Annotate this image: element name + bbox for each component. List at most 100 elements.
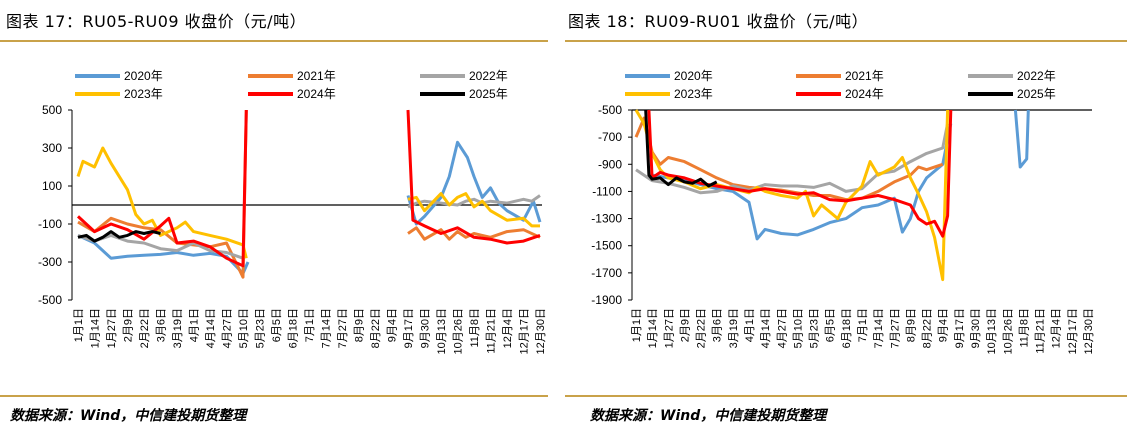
y-tick-label: 300 — [42, 141, 62, 155]
x-tick-label: 8月22日 — [922, 308, 934, 348]
legend-label: 2020年 — [674, 69, 713, 83]
y-tick-label: -1900 — [591, 293, 622, 307]
x-tick-label: 7月1日 — [857, 308, 869, 342]
y-tick-label: -100 — [38, 217, 62, 231]
x-tick-label: 3月19日 — [728, 308, 740, 348]
x-tick-label: 5月10日 — [238, 308, 250, 348]
x-tick-label: 5月23日 — [809, 308, 821, 348]
x-tick-label: 12月17日 — [519, 308, 531, 354]
y-tick-label: -1100 — [592, 184, 622, 198]
x-tick-label: 11月21日 — [1035, 308, 1047, 354]
x-tick-label: 9月17日 — [403, 308, 415, 348]
x-tick-label: 9月17日 — [954, 308, 966, 348]
x-tick-label: 8月9日 — [354, 308, 366, 342]
x-tick-label: 3月6日 — [156, 308, 168, 342]
legend-label: 2020年 — [124, 69, 163, 83]
x-tick-label: 6月18日 — [288, 308, 300, 348]
right-title-rule — [565, 40, 1127, 42]
x-tick-label: 1月14日 — [90, 308, 102, 348]
x-tick-label: 12月30日 — [535, 308, 547, 354]
x-tick-label: 7月27日 — [337, 308, 349, 348]
x-tick-label: 9月30日 — [420, 308, 432, 348]
legend-label: 2022年 — [469, 69, 508, 83]
x-tick-label: 12月30日 — [1083, 308, 1095, 354]
series-line-2024年 — [406, 109, 541, 245]
y-tick-label: -700 — [598, 130, 622, 144]
x-tick-label: 11月21日 — [486, 308, 498, 354]
x-tick-label: 7月14日 — [873, 308, 885, 348]
x-tick-label: 4月1日 — [744, 308, 756, 342]
series-line-2022年 — [407, 194, 541, 209]
x-tick-label: 10月26日 — [453, 308, 465, 354]
x-tick-label: 10月13日 — [436, 308, 448, 354]
series-line-2021年 — [77, 109, 248, 279]
series-line-2025年 — [644, 109, 718, 188]
legend-label: 2024年 — [297, 87, 336, 101]
legend-label: 2021年 — [297, 69, 336, 83]
x-tick-label: 12月4日 — [502, 308, 514, 348]
x-tick-label: 7月14日 — [321, 308, 333, 348]
x-tick-label: 6月18日 — [841, 308, 853, 348]
x-tick-label: 4月14日 — [760, 308, 772, 348]
series-line-2023年 — [76, 146, 248, 259]
legend-label: 2025年 — [1017, 87, 1056, 101]
x-tick-label: 9月4日 — [387, 308, 399, 342]
x-tick-label: 8月9日 — [905, 308, 917, 342]
left-chart-title: 图表 17：RU05-RU09 收盘价（元/吨） — [6, 12, 307, 31]
x-tick-label: 1月14日 — [647, 308, 659, 348]
series-line-2020年 — [1013, 109, 1030, 169]
x-tick-label: 1月1日 — [631, 308, 643, 342]
left-source-note: 数据来源：Wind，中信建投期货整理 — [10, 408, 247, 424]
legend-label: 2022年 — [1017, 69, 1056, 83]
y-tick-label: -500 — [598, 103, 622, 117]
x-tick-label: 4月27日 — [222, 308, 234, 348]
x-tick-label: 5月23日 — [255, 308, 267, 348]
x-tick-label: 6月5日 — [825, 308, 837, 342]
x-tick-label: 9月30日 — [970, 308, 982, 348]
x-tick-label: 11月8日 — [469, 308, 481, 348]
legend-label: 2023年 — [124, 87, 163, 101]
legend-label: 2021年 — [845, 69, 884, 83]
x-tick-label: 2月22日 — [139, 308, 151, 348]
x-tick-label: 4月1日 — [189, 308, 201, 342]
chart-1: 500 300 100 -100 -300 -500 1月1日 1月14日 1月27日 2月9日 2… — [38, 69, 547, 354]
x-tick-label: 3月6日 — [712, 308, 724, 342]
legend-label: 2025年 — [469, 87, 508, 101]
y-tick-label: -500 — [38, 293, 62, 307]
series-line-2023年 — [407, 192, 540, 228]
x-tick-label: 1月27日 — [106, 308, 118, 348]
right-source-rule — [565, 395, 1127, 397]
left-title-rule — [0, 40, 548, 42]
x-tick-label: 5月10日 — [792, 308, 804, 348]
x-tick-label: 1月1日 — [73, 308, 85, 342]
x-tick-label: 2月9日 — [123, 308, 135, 342]
x-tick-label: 2月9日 — [679, 308, 691, 342]
series-line-2023年 — [634, 109, 950, 282]
legend-label: 2023年 — [674, 87, 713, 101]
right-source-note: 数据来源：Wind，中信建投期货整理 — [590, 408, 827, 424]
y-tick-label: -1300 — [591, 212, 622, 226]
x-tick-label: 8月22日 — [370, 308, 382, 348]
y-tick-label: 500 — [42, 103, 62, 117]
x-tick-label: 10月13日 — [986, 308, 998, 354]
series-line-2024年 — [647, 109, 953, 238]
series-line-2025年 — [77, 230, 161, 243]
x-tick-label: 1月27日 — [663, 308, 675, 348]
x-tick-label: 7月27日 — [889, 308, 901, 348]
x-tick-label: 9月4日 — [938, 308, 950, 342]
x-tick-label: 12月17日 — [1067, 308, 1079, 354]
y-tick-label: 100 — [42, 179, 62, 193]
x-tick-label: 4月14日 — [205, 308, 217, 348]
x-tick-label: 12月4日 — [1051, 308, 1063, 348]
left-source-rule — [0, 395, 548, 397]
series-line-2024年 — [76, 109, 248, 268]
series-line-2020年 — [406, 140, 542, 226]
x-tick-label: 3月19日 — [172, 308, 184, 348]
x-tick-label: 2月22日 — [696, 308, 708, 348]
y-tick-label: -300 — [38, 255, 62, 269]
y-tick-label: -1700 — [591, 266, 622, 280]
chart-2: -500 -700 -900 -1100 -1300 -1500 -1700 -1900 1月1… — [591, 69, 1095, 354]
legend-label: 2024年 — [845, 87, 884, 101]
right-chart-title: 图表 18：RU09-RU01 收盘价（元/吨） — [568, 12, 869, 31]
